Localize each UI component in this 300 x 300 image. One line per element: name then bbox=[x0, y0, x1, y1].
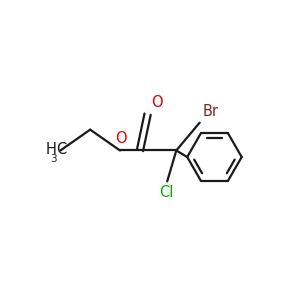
Text: C: C bbox=[56, 142, 66, 157]
Text: 3: 3 bbox=[50, 154, 57, 164]
Text: O: O bbox=[115, 131, 127, 146]
Text: H: H bbox=[46, 142, 57, 157]
Text: Cl: Cl bbox=[159, 185, 173, 200]
Text: Br: Br bbox=[202, 104, 218, 119]
Text: O: O bbox=[152, 95, 163, 110]
